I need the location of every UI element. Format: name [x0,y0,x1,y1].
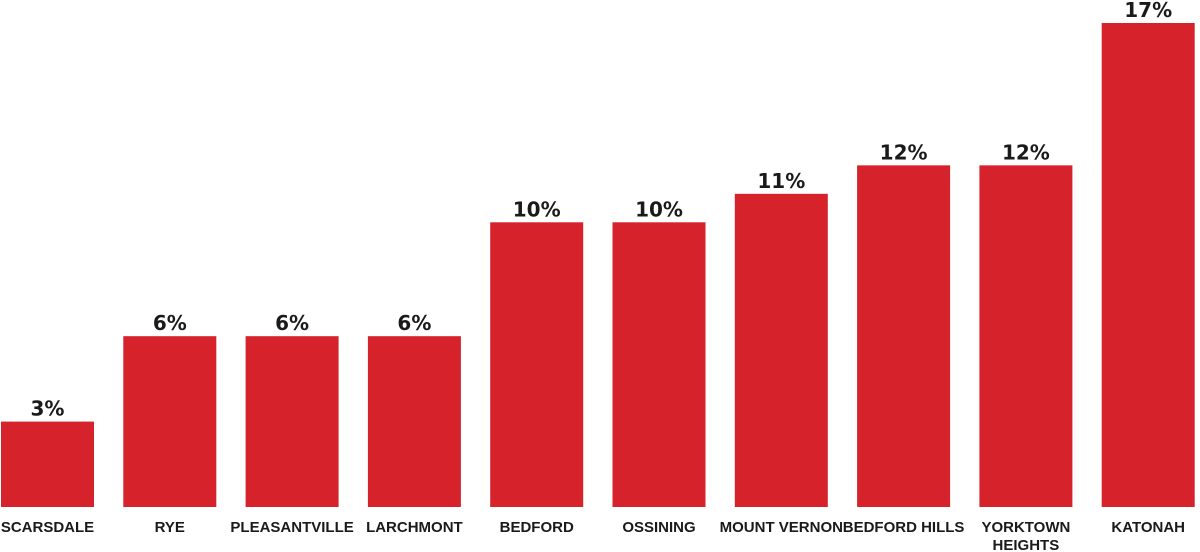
category-label-2: PLEASANTVILLE [230,519,353,536]
data-label-0: 3% [31,397,65,421]
category-label-1: RYE [155,519,185,536]
data-label-4: 10% [513,197,561,221]
data-label-9: 17% [1124,0,1172,22]
bar-1 [123,336,217,507]
category-label-4: BEDFORD [500,519,574,536]
bar-6 [734,193,828,507]
data-label-7: 12% [880,140,928,164]
category-label-7: BEDFORD HILLS [843,519,965,536]
category-label-6: MOUNT VERNON [720,519,843,536]
category-label-9: KATONAH [1111,519,1185,536]
data-label-1: 6% [153,311,187,335]
data-label-2: 6% [275,311,309,335]
bar-7 [857,165,951,507]
data-label-3: 6% [397,311,431,335]
category-label-0: SCARSDALE [1,519,94,536]
bar-8 [979,165,1073,507]
bar-2 [245,336,339,507]
bar-0 [1,421,94,507]
bar-5 [612,222,706,507]
data-label-6: 11% [757,169,805,193]
bar-9 [1101,23,1195,507]
category-label-3: LARCHMONT [366,519,463,536]
category-label-5: OSSINING [622,519,695,536]
category-label-8-line-1: HEIGHTS [993,537,1060,552]
category-label-8-line-0: YORKTOWN [981,519,1070,536]
bar-3 [367,336,461,507]
data-label-8: 12% [1002,140,1050,164]
data-label-5: 10% [635,197,683,221]
bar-4 [490,222,584,507]
